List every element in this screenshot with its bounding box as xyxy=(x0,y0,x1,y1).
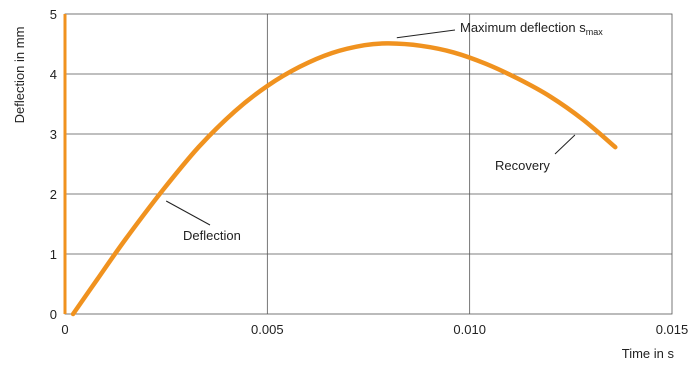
grid xyxy=(63,13,673,315)
y-tick-label: 5 xyxy=(50,7,57,22)
x-tick-label: 0 xyxy=(61,322,68,337)
y-tick-label: 3 xyxy=(50,127,57,142)
tick-labels: 0 1 2 3 4 5 0 0.005 0.010 0.015 xyxy=(50,7,689,337)
y-tick-label: 0 xyxy=(50,307,57,322)
leader-max-deflection xyxy=(396,29,456,39)
leader-recovery xyxy=(554,134,576,155)
deflection-curve xyxy=(70,41,618,317)
annotation-leaders xyxy=(165,29,576,226)
annotation-deflection: Deflection xyxy=(183,228,241,243)
y-tick-label: 4 xyxy=(50,67,57,82)
x-tick-label: 0.005 xyxy=(251,322,284,337)
annotation-max-deflection: Maximum deflection smax xyxy=(460,20,603,37)
annotation-max-subscript: max xyxy=(586,27,604,37)
leader-deflection xyxy=(165,200,211,226)
annotation-recovery: Recovery xyxy=(495,158,550,173)
x-axis-title: Time in s xyxy=(622,346,675,361)
x-tick-label: 0.015 xyxy=(656,322,689,337)
y-axis-title: Deflection in mm xyxy=(12,27,27,124)
x-tick-label: 0.010 xyxy=(453,322,486,337)
y-tick-label: 2 xyxy=(50,187,57,202)
y-tick-label: 1 xyxy=(50,247,57,262)
plot-frame xyxy=(64,13,673,315)
